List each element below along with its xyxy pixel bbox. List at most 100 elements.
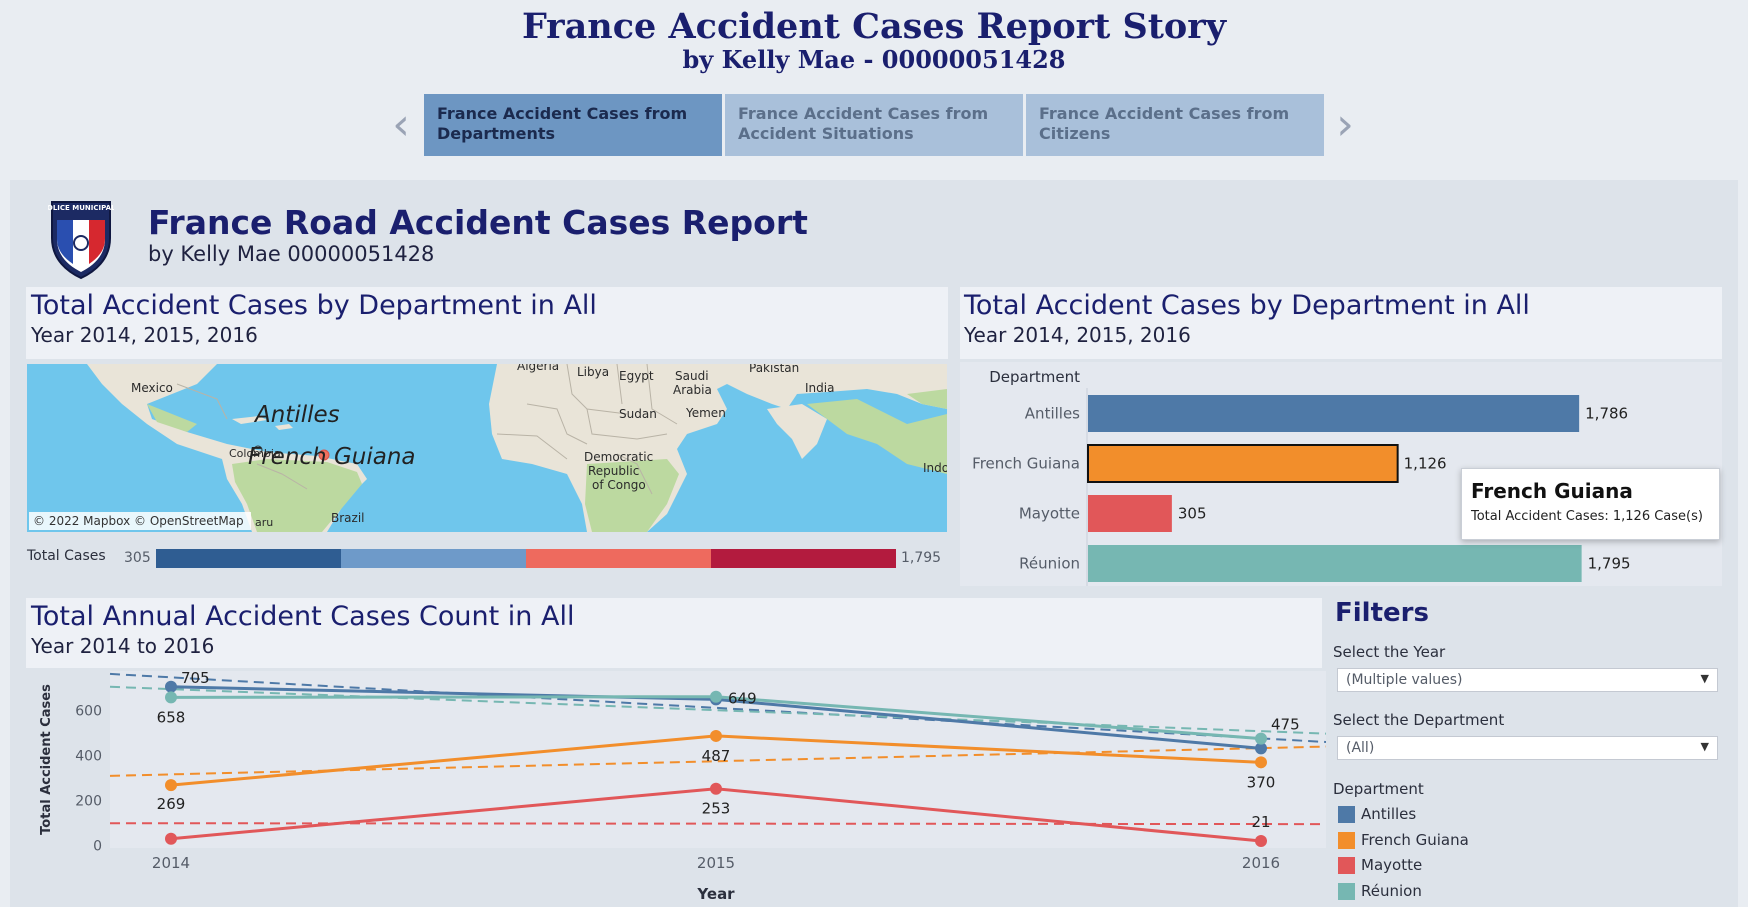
line-panel-subtitle: Year 2014 to 2016 — [31, 634, 215, 658]
map-label-sudan: Sudan — [619, 407, 657, 421]
y-tick-label: 200 — [75, 794, 102, 810]
department-filter-select[interactable]: (All) ▼ — [1337, 736, 1718, 760]
legend-title: Department — [1333, 780, 1424, 798]
legend-swatch — [1338, 857, 1355, 874]
map-label-democratic: Democratic — [584, 450, 653, 464]
story-title: France Accident Cases Report Story — [521, 6, 1227, 47]
scale-max-label: 1,795 — [901, 550, 942, 566]
scale-label: Total Cases — [27, 548, 106, 564]
scale-min-label: 305 — [124, 550, 151, 566]
map-label-saudi: Saudi — [675, 369, 709, 383]
data-point[interactable] — [1255, 742, 1267, 755]
department-map[interactable]: Mexico Algeria Libya Egypt Saudi Arabia … — [27, 364, 947, 532]
data-point-label: 705 — [181, 669, 210, 687]
story-subtitle: by Kelly Mae - 00000051428 — [682, 45, 1066, 74]
chevron-left-icon[interactable]: ‹ — [392, 99, 410, 150]
y-axis-title: Total Accident Cases — [39, 684, 54, 835]
legend-swatch — [1338, 832, 1355, 849]
year-filter-label: Select the Year — [1333, 643, 1446, 661]
data-point[interactable] — [1255, 835, 1267, 848]
x-tick-label: 2015 — [697, 854, 735, 872]
report-subtitle: by Kelly Mae 00000051428 — [148, 242, 435, 266]
department-filter-label: Select the Department — [1333, 711, 1505, 729]
bar-value-label: 305 — [1178, 505, 1207, 523]
bar-mayotte[interactable] — [1088, 495, 1172, 532]
data-point[interactable] — [165, 779, 177, 792]
caret-down-icon: ▼ — [1700, 740, 1709, 753]
data-point-label: 475 — [1271, 716, 1300, 734]
data-point-label: 370 — [1247, 773, 1276, 791]
data-point[interactable] — [1255, 756, 1267, 769]
year-filter-value: (Multiple values) — [1346, 672, 1463, 688]
tooltip-title: French Guiana — [1471, 479, 1633, 503]
data-point-label: 253 — [702, 800, 731, 818]
bar-axis-title: Department — [989, 368, 1080, 386]
data-point[interactable] — [165, 691, 177, 704]
police-badge-logo: POLICE MUNICIPALE — [48, 201, 114, 280]
y-tick-label: 0 — [93, 839, 102, 855]
bar-panel-title: Total Accident Cases by Department in Al… — [964, 290, 1530, 321]
map-label-yemen: Yemen — [685, 406, 726, 420]
data-point[interactable] — [165, 680, 177, 693]
map-label-peru: aru — [255, 516, 273, 529]
story-tab-citizens[interactable]: France Accident Cases from Citizens — [1026, 94, 1324, 156]
legend-label: Antilles — [1361, 805, 1417, 823]
map-label-algeria: Algeria — [517, 364, 559, 373]
scale-segment — [156, 549, 341, 568]
map-label-libya: Libya — [577, 365, 609, 379]
map-label-egypt: Egypt — [619, 369, 654, 383]
map-label-french-guiana: French Guiana — [248, 444, 416, 470]
legend-swatch — [1338, 806, 1355, 823]
legend-label: French Guiana — [1361, 831, 1469, 849]
legend-label: Réunion — [1361, 882, 1422, 900]
bar-category-label: Antilles — [1025, 405, 1080, 423]
data-point[interactable] — [1255, 732, 1267, 745]
data-point[interactable] — [710, 690, 722, 703]
trend-line — [109, 685, 1326, 735]
scale-segment — [526, 549, 711, 568]
trend-line — [109, 822, 1326, 826]
data-point-label: 658 — [157, 708, 186, 726]
chevron-right-icon[interactable]: › — [1336, 99, 1354, 150]
data-point[interactable] — [710, 782, 722, 795]
bar-panel-header — [960, 287, 1722, 359]
marker-french-guiana[interactable] — [318, 449, 330, 461]
map-panel-header — [26, 287, 948, 359]
year-filter-select[interactable]: (Multiple values) ▼ — [1337, 668, 1718, 692]
bar-french-guiana[interactable] — [1087, 444, 1399, 483]
trend-line — [109, 745, 1326, 777]
bar-value-label: 1,786 — [1585, 405, 1628, 423]
map-label-antilles: Antilles — [253, 402, 340, 428]
x-axis-title: Year — [696, 885, 735, 903]
scale-segment — [341, 549, 526, 568]
annual-line-chart[interactable]: 0 200 400 600 Total Accident Cases 2014 2015 20… — [26, 668, 1326, 907]
bar-value-label: 1,795 — [1588, 555, 1631, 573]
map-label-indo: Indo — [923, 461, 947, 475]
map-label-republic: Republic — [588, 464, 639, 478]
marker-antilles[interactable] — [253, 445, 263, 455]
logo-text-police: POLICE MUNICIPALE — [48, 204, 114, 212]
data-point-label: 269 — [157, 795, 186, 813]
line-panel-header — [26, 598, 1322, 668]
story-tab-departments[interactable]: France Accident Cases from Departments — [424, 94, 722, 156]
bar-r-union[interactable] — [1088, 545, 1582, 582]
map-panel-title: Total Accident Cases by Department in Al… — [31, 290, 597, 321]
bar-antilles[interactable] — [1088, 395, 1580, 432]
bar-category-label: Réunion — [1019, 555, 1080, 573]
bar-value-label: 1,126 — [1404, 455, 1447, 473]
y-tick-label: 400 — [75, 749, 102, 765]
map-label-brazil: Brazil — [331, 511, 365, 525]
legend-swatch — [1338, 883, 1355, 900]
map-label-mexico: Mexico — [131, 381, 173, 395]
map-attribution: © 2022 Mapbox © OpenStreetMap — [33, 514, 244, 528]
x-tick-label: 2016 — [1242, 854, 1280, 872]
map-panel-subtitle: Year 2014, 2015, 2016 — [31, 323, 258, 347]
data-point[interactable] — [165, 832, 177, 845]
data-point-label: 649 — [728, 689, 757, 707]
report-title: France Road Accident Cases Report — [148, 203, 808, 242]
data-point[interactable] — [710, 729, 722, 742]
bar-tooltip: French Guiana Total Accident Cases: 1,12… — [1461, 468, 1720, 540]
tooltip-text: Total Accident Cases: 1,126 Case(s) — [1471, 509, 1703, 524]
map-label-india: India — [805, 381, 834, 395]
story-tab-accident-situations[interactable]: France Accident Cases from Accident Situ… — [725, 94, 1023, 156]
